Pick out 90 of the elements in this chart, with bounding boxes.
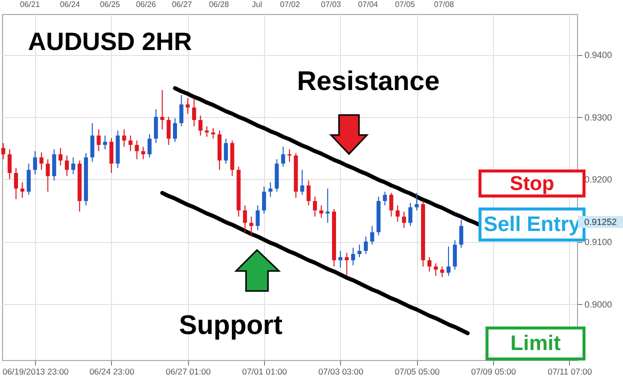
x-tick-label: 07/01 01:00	[242, 366, 288, 376]
y-tick-label: 0.9200	[584, 174, 612, 185]
text: Jul	[252, 0, 262, 9]
y-tick-label: 0.9300	[584, 112, 612, 122]
candlestick	[198, 115, 202, 136]
candlestick	[141, 146, 146, 160]
text: 07/03	[320, 0, 342, 9]
text: 06/21	[20, 0, 40, 9]
candlestick	[262, 186, 266, 214]
x-tick-label: 07/05 05:00	[394, 366, 440, 376]
candlestick	[71, 156, 76, 175]
candlestick	[179, 94, 184, 127]
candlestick	[134, 140, 139, 160]
text: 06/25	[100, 0, 120, 9]
candlestick	[224, 138, 228, 164]
candlestick	[382, 191, 387, 206]
candlestick	[427, 256, 432, 272]
candlestick	[211, 128, 216, 140]
text: 06/24	[60, 0, 80, 9]
candlestick	[154, 108, 158, 144]
text: 07/04	[358, 0, 378, 9]
candlestick	[8, 148, 12, 180]
annotation: Support	[179, 310, 282, 340]
candlestick	[300, 169, 304, 196]
candlestick	[370, 225, 374, 246]
candlestick	[268, 182, 272, 198]
candlestick	[357, 244, 362, 258]
text: 07/08	[434, 0, 454, 9]
candlestick	[64, 155, 69, 177]
y-tick-label: 0.9400	[584, 50, 612, 60]
candlestick	[338, 250, 342, 268]
candlestick	[39, 152, 44, 170]
candlestick	[1, 142, 6, 160]
candlestick	[20, 182, 24, 198]
candlestick	[389, 192, 394, 218]
text: 07/02	[280, 0, 300, 9]
candlestick	[166, 116, 171, 146]
candlestick	[90, 122, 94, 162]
candlestick	[173, 118, 178, 142]
text: AUDUSD 2HR	[28, 28, 192, 56]
candlestick	[459, 219, 464, 248]
candlestick	[148, 134, 152, 158]
candlestick	[344, 252, 349, 276]
candlestick	[351, 247, 356, 266]
candlestick	[364, 236, 368, 255]
candlestick	[319, 204, 324, 218]
candlestick	[14, 167, 18, 200]
x-tick-label: 07/09 05:00	[471, 366, 516, 376]
text: 07/05	[394, 0, 416, 9]
candlestick	[160, 90, 164, 130]
candlestick	[58, 148, 63, 166]
candlestick	[396, 204, 400, 222]
x-tick-label: 06/24 23:00	[89, 366, 135, 376]
candlestick	[312, 196, 317, 218]
candlestick	[281, 146, 286, 168]
candlestick	[408, 202, 412, 226]
candlestick	[402, 211, 406, 228]
candlestick	[414, 192, 419, 211]
text: 06/27	[172, 0, 192, 9]
candlestick	[249, 216, 254, 238]
candlestick	[122, 128, 126, 148]
annotation: Resistance	[297, 66, 440, 96]
text: 0.91252	[584, 216, 617, 226]
x-tick-label: 06/27 01:00	[166, 366, 211, 376]
candlestick	[128, 135, 132, 152]
text: 06/28	[208, 0, 230, 9]
candlestick	[192, 98, 196, 127]
candlestick	[103, 135, 108, 150]
y-tick-label: 0.9100	[584, 237, 612, 248]
candlestick	[242, 204, 247, 233]
y-tick-label: 0.9000	[584, 299, 612, 310]
candlestick	[96, 128, 101, 152]
candlestick	[452, 240, 457, 270]
candlestick	[46, 158, 50, 192]
candlestick	[52, 148, 56, 181]
candlestick	[26, 163, 31, 196]
candlestick	[186, 98, 190, 114]
x-tick-label: 07/03 03:00	[318, 366, 364, 376]
candlestick	[109, 138, 114, 174]
candlestick	[33, 150, 38, 175]
text: 06/26	[136, 0, 156, 9]
candlestick	[256, 204, 260, 231]
x-tick-label: 07/11 07:00	[548, 366, 592, 376]
candlestick	[434, 262, 438, 276]
candlestick	[326, 188, 330, 224]
candlestick	[204, 126, 209, 138]
candlestick	[440, 266, 444, 278]
candlestick	[306, 180, 311, 206]
x-tick-label: 06/19/2013 23:00	[2, 366, 69, 376]
candlestick	[446, 246, 451, 276]
